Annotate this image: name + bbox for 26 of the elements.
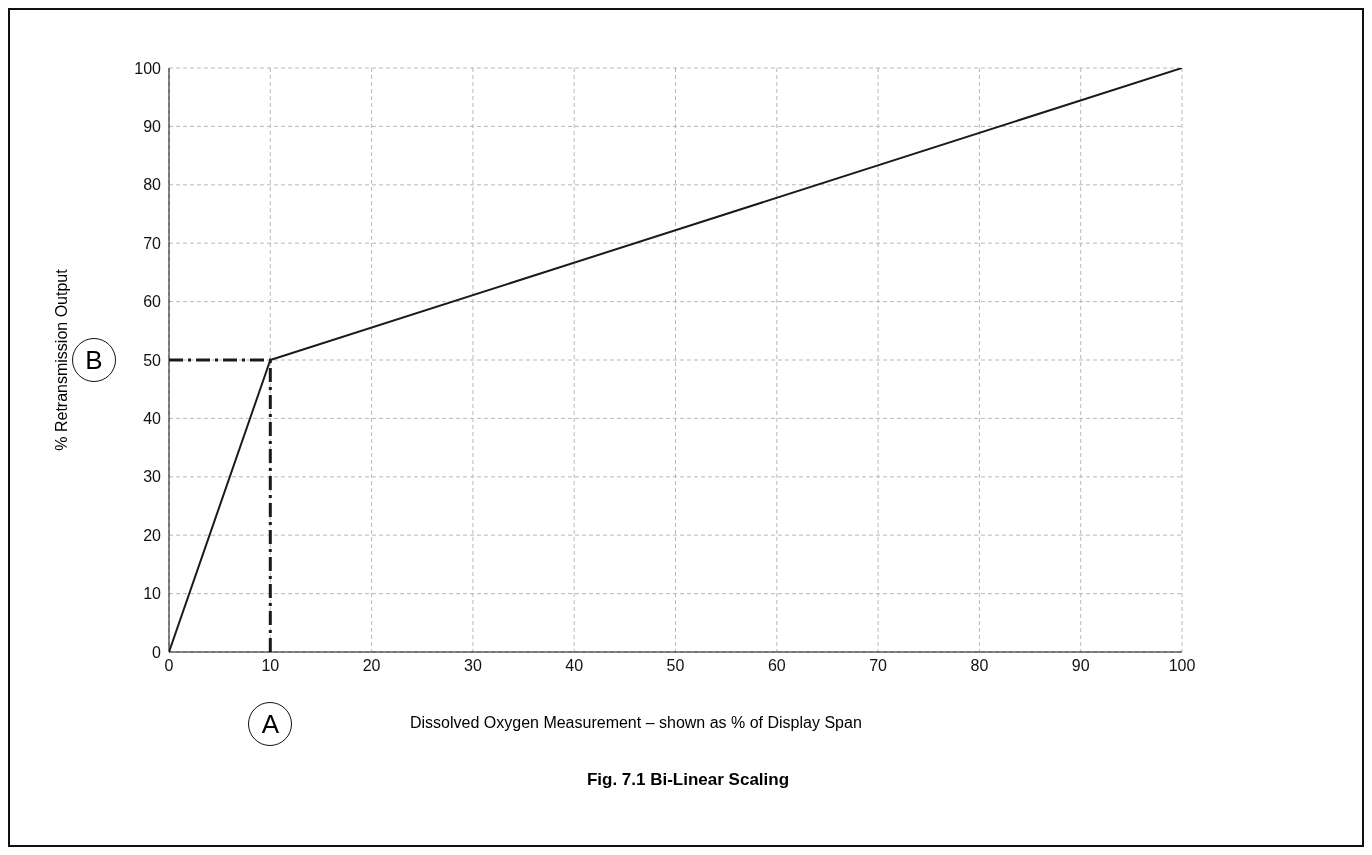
y-tick-label: 50 xyxy=(143,351,162,369)
x-tick-label: 90 xyxy=(1071,657,1090,675)
x-tick-label: 0 xyxy=(164,657,174,675)
x-tick-label: 50 xyxy=(666,657,685,675)
x-tick-label: 20 xyxy=(362,657,381,675)
text: Fig. 7.1 Bi-Linear Scaling xyxy=(585,770,791,790)
y-tick-label: 0 xyxy=(152,643,162,661)
frame-border: 0 10 20 30 40 50 60 70 80 90 100 0 10 20 30 40 50 60 70 80 90 100 % Retransmission Output Dissolved Oxygen Measurement – shown as % of Display Span Fig. 7.1 Bi-Linear Scaling A B xyxy=(8,8,1364,847)
x-tick-label: 100 xyxy=(1168,657,1196,675)
y-tick-label: 90 xyxy=(143,118,162,136)
y-tick-label: 20 xyxy=(143,526,162,544)
y-tick-label: 10 xyxy=(143,585,162,603)
y-tick-label: 30 xyxy=(143,468,162,486)
x-tick-label: 30 xyxy=(464,657,482,675)
y-axis-title: % Retransmission Output xyxy=(53,269,71,451)
y-tick-label: 70 xyxy=(143,234,162,252)
x-tick-label: 60 xyxy=(767,657,786,675)
y-tick-label: 40 xyxy=(143,410,162,428)
x-tick-label: 80 xyxy=(970,657,989,675)
x-axis-title: Dissolved Oxygen Measurement – shown as % of Display Span xyxy=(410,714,862,732)
y-tick-label: 80 xyxy=(143,176,162,194)
x-tick-label: 10 xyxy=(261,657,280,675)
x-tick-label: 40 xyxy=(565,657,584,675)
x-tick-label: 70 xyxy=(869,657,888,675)
y-tick-label: 100 xyxy=(134,59,162,77)
y-tick-label: 60 xyxy=(143,293,162,311)
